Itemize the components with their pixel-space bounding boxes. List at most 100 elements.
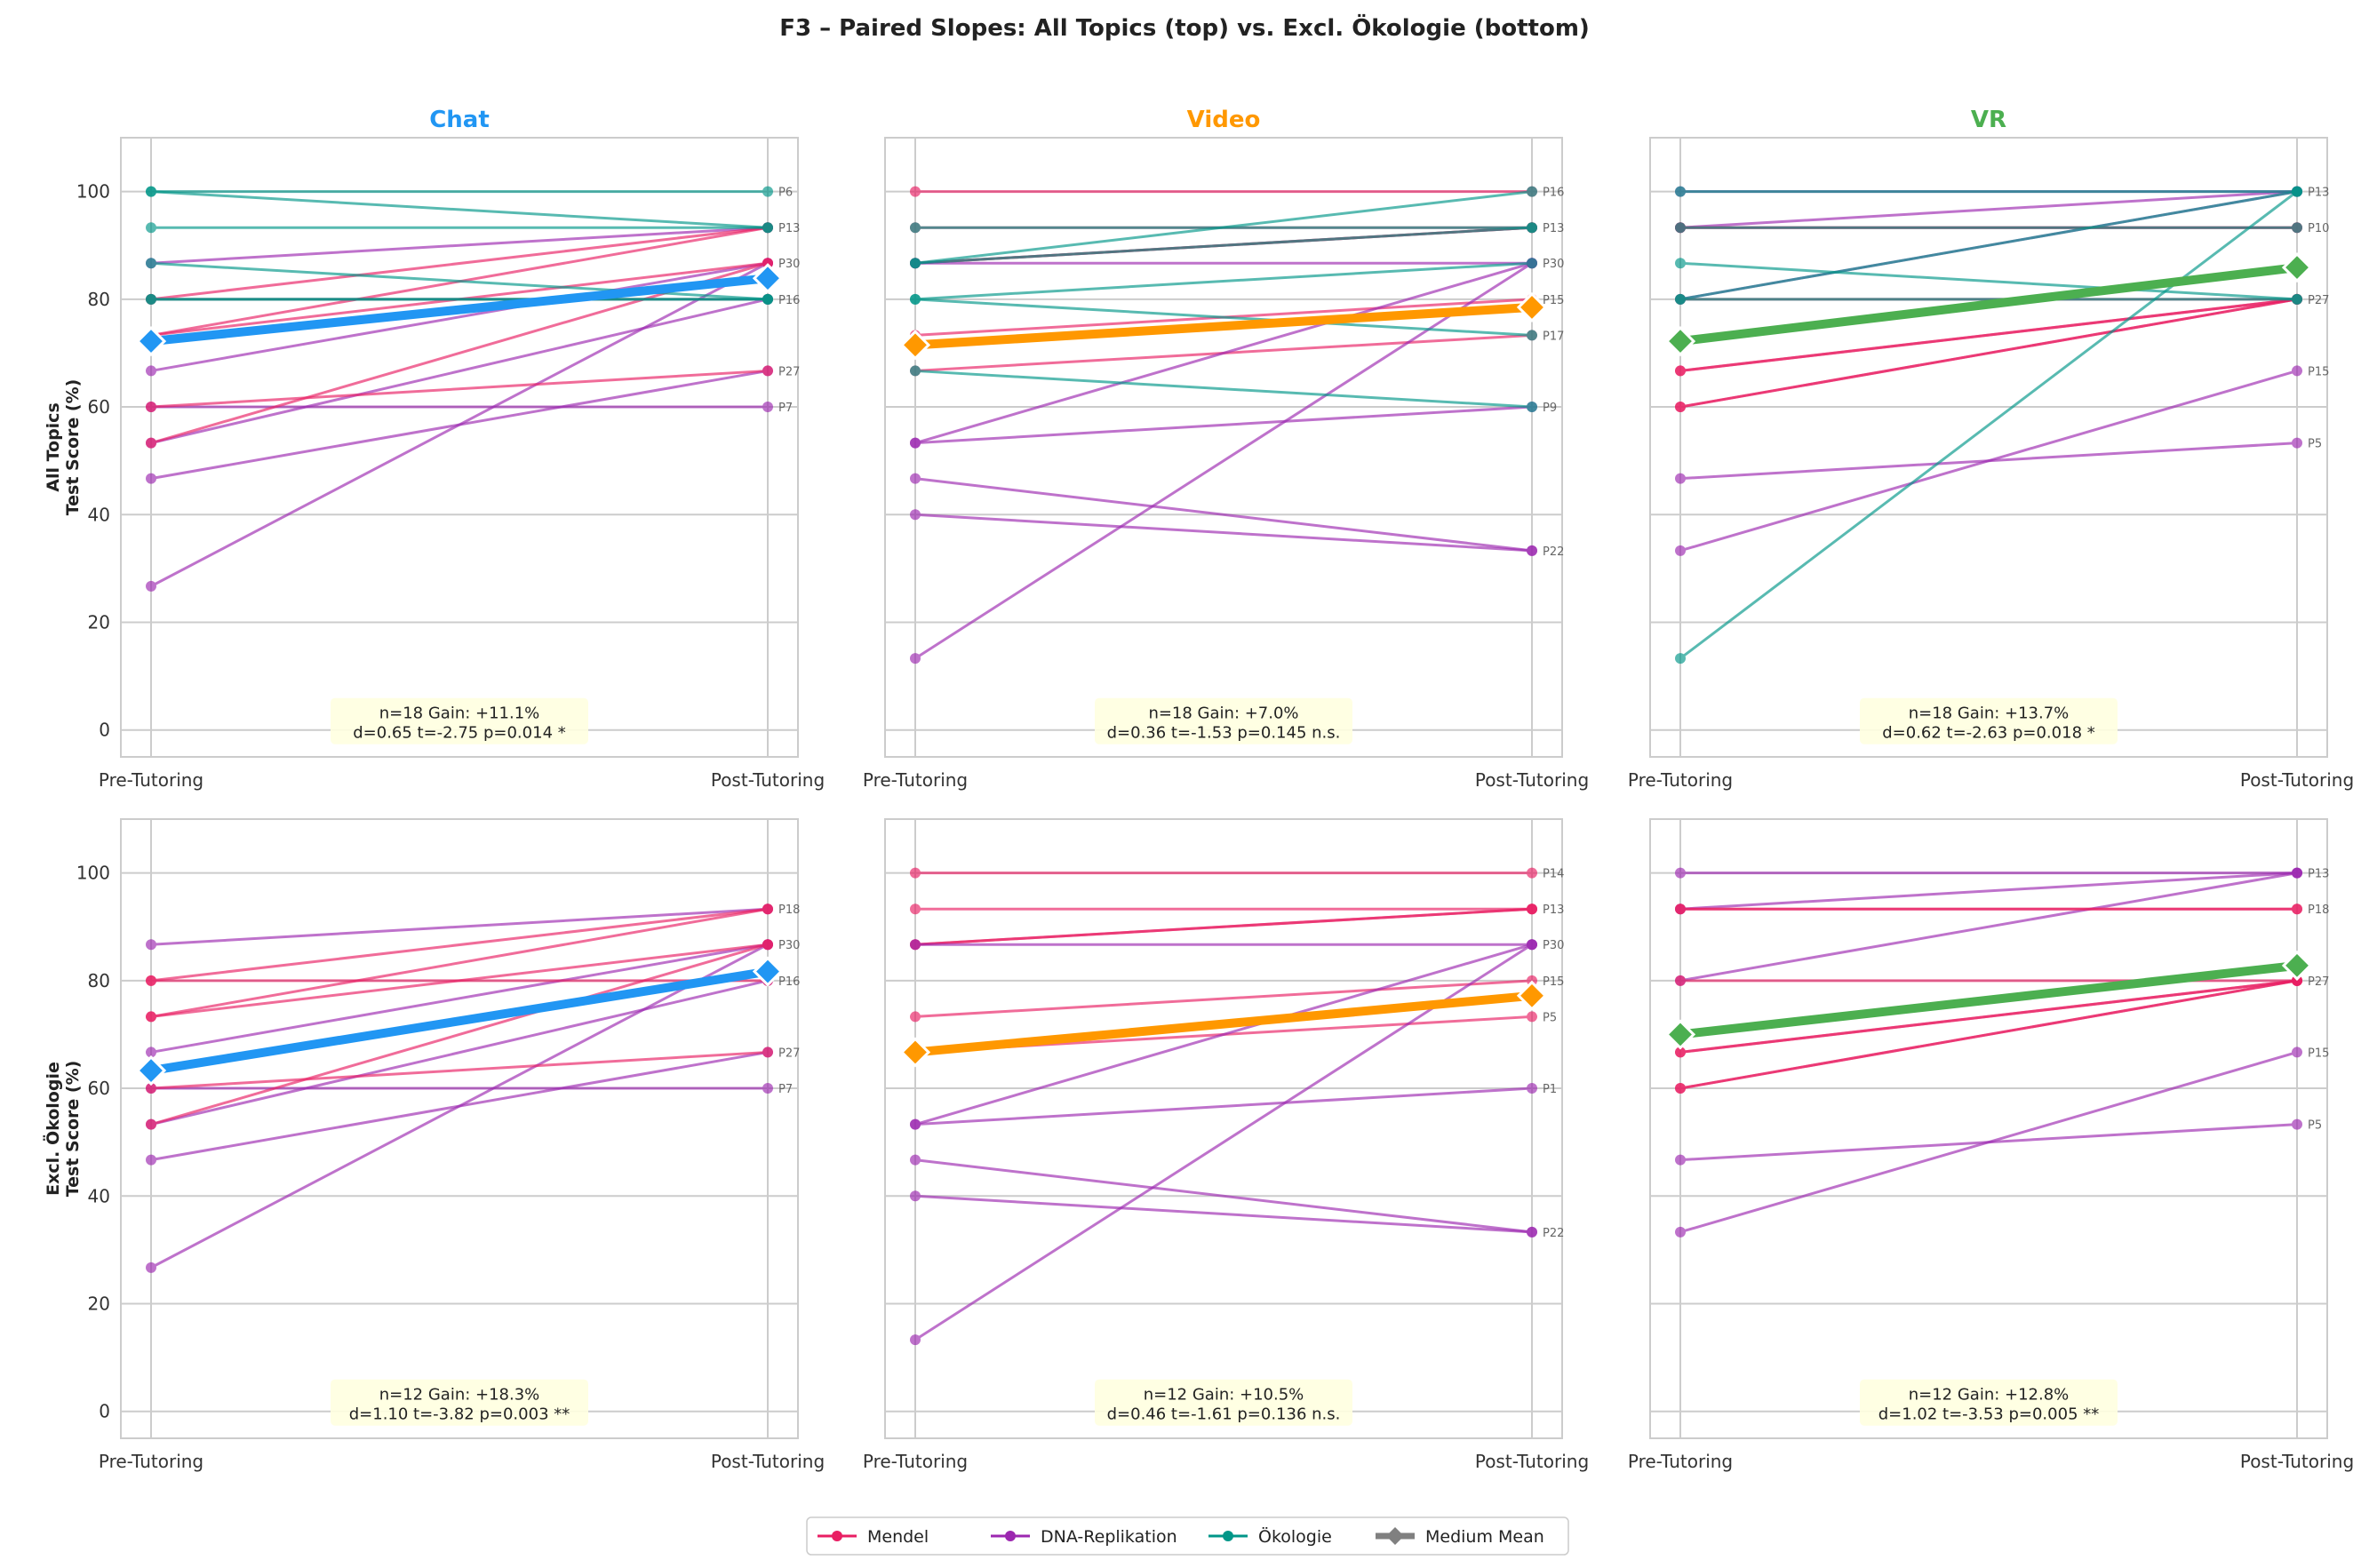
y-tick-label: 100	[76, 863, 110, 884]
stats-box	[331, 697, 588, 744]
y-tick-label: 40	[88, 1185, 110, 1206]
participant-label: P1	[1543, 1083, 1557, 1096]
stats-line-1: n=18 Gain: +11.1%	[379, 704, 540, 723]
post-score-point	[2292, 903, 2302, 915]
participant-slope	[150, 979, 769, 1126]
stats-line-1: n=12 Gain: +10.5%	[1144, 1386, 1304, 1405]
pre-score-point	[146, 258, 156, 269]
y-axis-label: All TopicsTest Score (%)	[44, 379, 83, 516]
participant-slope	[1679, 979, 2298, 1054]
legend-item-dna-replikation: DNA-Replikation	[991, 1527, 1177, 1547]
participant-label: P17	[1543, 330, 1564, 343]
participant-slope	[1679, 369, 2298, 553]
post-mean-marker	[2281, 950, 2313, 981]
participant-label: P30	[778, 258, 800, 271]
legend-label: Mendel	[867, 1527, 929, 1547]
stats-line-2: d=1.02 t=-3.53 p=0.005 **	[1878, 1405, 2100, 1424]
pre-score-point	[1675, 473, 1686, 484]
medium-mean-line	[150, 967, 769, 1075]
post-score-point	[2292, 437, 2302, 449]
participant-line	[146, 1047, 773, 1094]
pre-score-point	[146, 1154, 156, 1166]
participant-line	[910, 222, 1537, 269]
participant-label: P15	[1543, 294, 1564, 307]
participant-slope	[914, 513, 1533, 553]
pre-score-point	[910, 939, 921, 951]
x-tick-label: Pre-Tutoring	[863, 1451, 968, 1472]
pre-score-point	[910, 1011, 921, 1023]
participant-slope	[150, 1050, 769, 1090]
participant-slope	[914, 226, 1533, 265]
participant-slope	[150, 943, 769, 1054]
pre-score-point	[910, 1190, 921, 1202]
participant-line	[1675, 186, 2302, 197]
post-score-point	[2292, 365, 2302, 377]
legend-item-mendel: Mendel	[818, 1527, 929, 1547]
participant-label: P7	[778, 1083, 793, 1096]
participant-slope	[150, 261, 769, 301]
participant-slope	[914, 1158, 1533, 1234]
participant-slope	[150, 907, 769, 983]
pre-score-point	[910, 437, 921, 449]
pre-mean-marker	[899, 330, 931, 361]
participant-label: P13	[778, 222, 800, 235]
panel-title: Chat	[429, 107, 490, 133]
participant-label: P27	[2308, 294, 2329, 307]
participant-label: P18	[778, 903, 800, 917]
post-score-point	[1527, 939, 1537, 951]
participant-slope	[150, 298, 769, 445]
x-tick-label: Post-Tutoring	[711, 769, 825, 791]
participant-line	[910, 1083, 1537, 1130]
participant-line	[910, 867, 1537, 879]
pre-score-point	[146, 365, 156, 377]
legend-item-medium-mean: Medium Mean	[1376, 1527, 1544, 1547]
post-score-point	[1527, 330, 1537, 341]
y-tick-label: 0	[99, 720, 110, 741]
legend-diamond-icon	[1386, 1527, 1404, 1545]
y-tick-label: 20	[88, 1293, 110, 1314]
participant-label: P10	[2308, 222, 2329, 235]
stats-box	[1860, 1379, 2118, 1426]
post-score-point	[2292, 222, 2302, 234]
participant-slope	[914, 369, 1533, 409]
legend: Mendel DNA-Replikation Ökologie Medium Mean	[806, 1516, 1569, 1556]
participant-slope	[914, 477, 1533, 553]
pre-score-point	[1675, 1047, 1686, 1058]
participant-slope	[150, 907, 769, 946]
stats-box	[1095, 1379, 1352, 1426]
participant-line	[910, 365, 1537, 413]
participant-line	[146, 293, 773, 305]
pre-mean-marker	[1664, 1019, 1696, 1050]
pre-score-point	[1675, 402, 1686, 413]
post-mean-marker	[752, 263, 784, 294]
legend-item-ökologie: Ökologie	[1208, 1526, 1332, 1547]
participant-slope	[914, 261, 1533, 445]
pre-score-point	[1675, 975, 1686, 986]
y-axis-label-line: Test Score (%)	[63, 379, 83, 516]
legend-label: DNA-Replikation	[1041, 1527, 1177, 1547]
pre-score-point	[910, 653, 921, 665]
participant-line	[1675, 365, 2302, 556]
pre-score-point	[146, 473, 156, 484]
participant-slope	[1679, 979, 2298, 1090]
post-score-point	[1527, 545, 1537, 556]
post-score-point	[1527, 1226, 1537, 1238]
y-tick-label: 60	[88, 396, 110, 418]
stats-line-2: d=0.36 t=-1.53 p=0.145 n.s.	[1107, 724, 1341, 743]
participant-label: P9	[1543, 402, 1557, 415]
pre-score-point	[146, 186, 156, 197]
participant-label: P27	[778, 365, 800, 378]
stats-line-2: d=0.65 t=-2.75 p=0.014 *	[353, 724, 566, 743]
panel-video-all-topics: Pre-Tutoring Post-Tutoring Video P16 P13 P30 P…	[863, 107, 1589, 791]
pre-score-point	[146, 402, 156, 413]
panel-chat-excl-oekologie: 0 20 40 60 80 100 Pre-Tutoring Post-Tutoring Exc…	[42, 818, 825, 1472]
participant-line	[1675, 903, 2302, 915]
participant-slope	[150, 226, 769, 301]
participant-label: P27	[778, 1047, 800, 1060]
post-score-point	[762, 1083, 773, 1094]
pre-score-point	[146, 1262, 156, 1273]
participant-label: P15	[2308, 1047, 2329, 1060]
x-tick-label: Pre-Tutoring	[1628, 1451, 1733, 1472]
post-score-point	[1527, 402, 1537, 413]
participant-slope	[1679, 190, 2298, 229]
